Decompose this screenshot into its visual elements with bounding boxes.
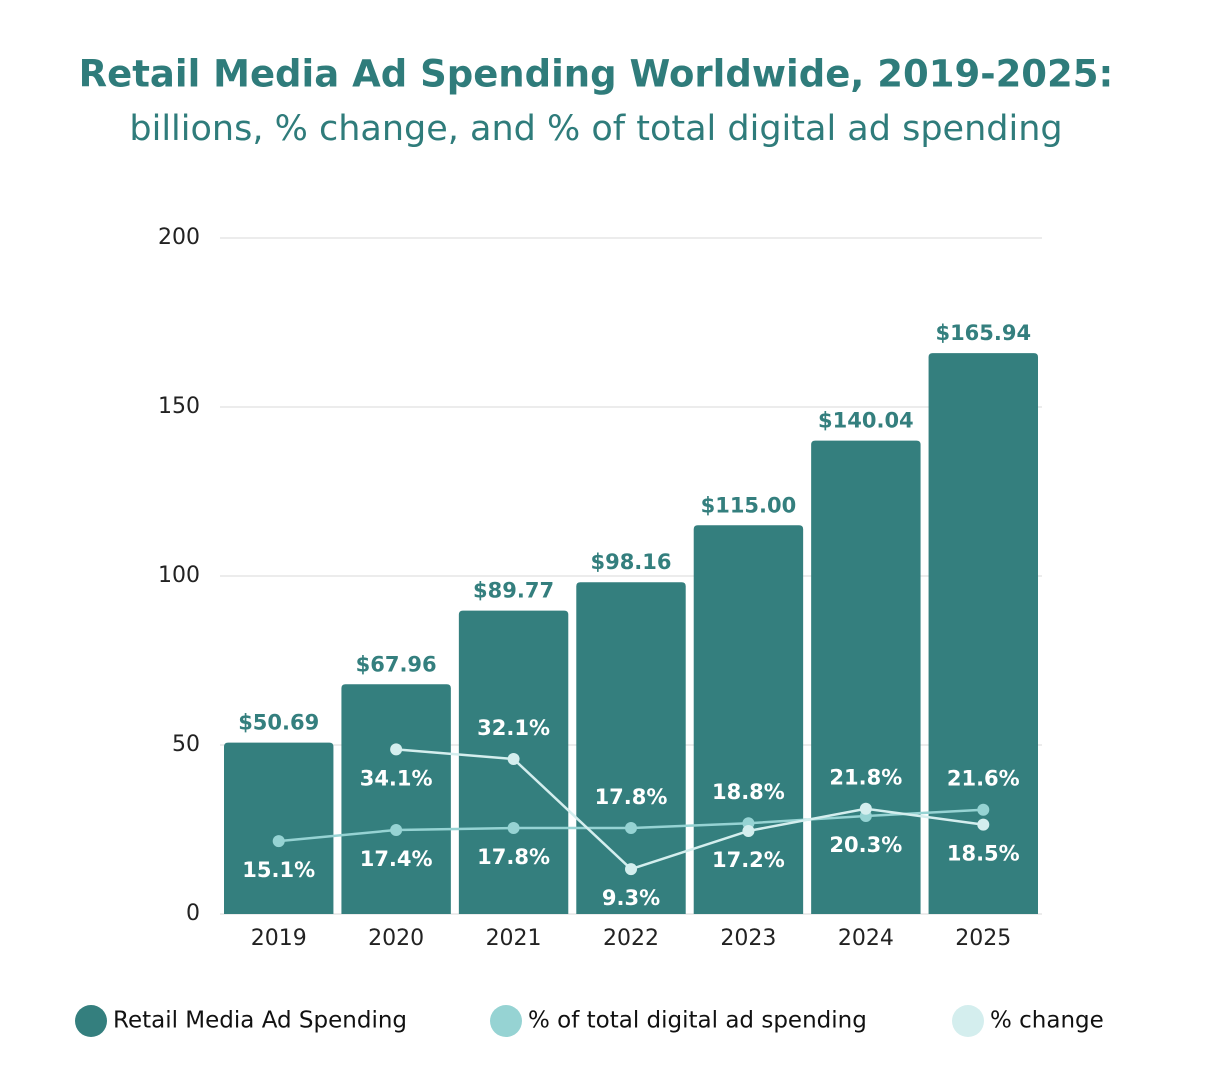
legend-swatch <box>952 1005 984 1037</box>
line-point <box>742 824 755 837</box>
line-value-label: 21.6% <box>947 767 1020 791</box>
line-point <box>272 835 285 848</box>
bar-value-label: $98.16 <box>590 550 671 574</box>
y-tick-label: 0 <box>186 901 200 926</box>
bar <box>693 525 804 914</box>
bar <box>576 582 686 914</box>
line-value-label: 18.8% <box>712 780 785 804</box>
line-point <box>859 802 872 815</box>
bar-value-label: $140.04 <box>818 409 914 433</box>
legend-label: Retail Media Ad Spending <box>113 1008 407 1034</box>
line-value-label: 21.8% <box>829 766 902 790</box>
line-value-label: 17.8% <box>595 785 668 809</box>
legend-swatch <box>490 1005 522 1037</box>
line-point <box>625 863 637 876</box>
x-tick-label: 2025 <box>955 926 1011 951</box>
x-tick-label: 2024 <box>838 926 894 951</box>
line-value-label: 18.5% <box>947 842 1020 866</box>
bar-value-label: $67.96 <box>356 652 437 676</box>
line-point <box>390 823 403 836</box>
bar-value-label: $50.69 <box>238 711 319 735</box>
x-tick-label: 2022 <box>603 926 659 951</box>
legend-label: % of total digital ad spending <box>528 1008 867 1034</box>
line-value-label: 17.2% <box>712 848 785 872</box>
y-tick-label: 150 <box>158 394 200 419</box>
chart-subtitle: billions, % change, and % of total digit… <box>129 109 1062 149</box>
chart-title: Retail Media Ad Spending Worldwide, 2019… <box>79 53 1114 96</box>
line-point <box>977 803 990 816</box>
line-point <box>507 822 520 835</box>
bar-value-label: $115.00 <box>701 493 797 517</box>
x-tick-label: 2021 <box>486 926 542 951</box>
y-tick-label: 50 <box>172 732 200 757</box>
x-tick-label: 2023 <box>720 926 776 951</box>
y-tick-label: 100 <box>158 563 200 588</box>
line-point <box>625 822 637 835</box>
line-value-label: 32.1% <box>477 716 550 740</box>
line-value-label: 17.8% <box>477 845 550 869</box>
bar <box>341 684 451 914</box>
x-tick-label: 2020 <box>368 926 424 951</box>
line-point <box>390 743 403 756</box>
line-value-label: 9.3% <box>602 886 660 910</box>
bar-value-label: $165.94 <box>935 321 1031 345</box>
bar-value-label: $89.77 <box>473 579 554 603</box>
x-tick-label: 2019 <box>251 926 307 951</box>
line-value-label: 34.1% <box>360 766 433 790</box>
legend-label: % change <box>990 1008 1104 1034</box>
bar <box>928 353 1038 914</box>
line-point <box>507 753 520 766</box>
bar <box>224 742 334 914</box>
line-value-label: 20.3% <box>829 833 902 857</box>
legend-swatch <box>75 1005 107 1037</box>
line-value-label: 15.1% <box>242 858 315 882</box>
y-tick-label: 200 <box>158 225 200 250</box>
line <box>396 748 984 871</box>
bar <box>811 440 921 914</box>
line-value-label: 17.4% <box>360 847 433 871</box>
line-point <box>977 818 990 831</box>
